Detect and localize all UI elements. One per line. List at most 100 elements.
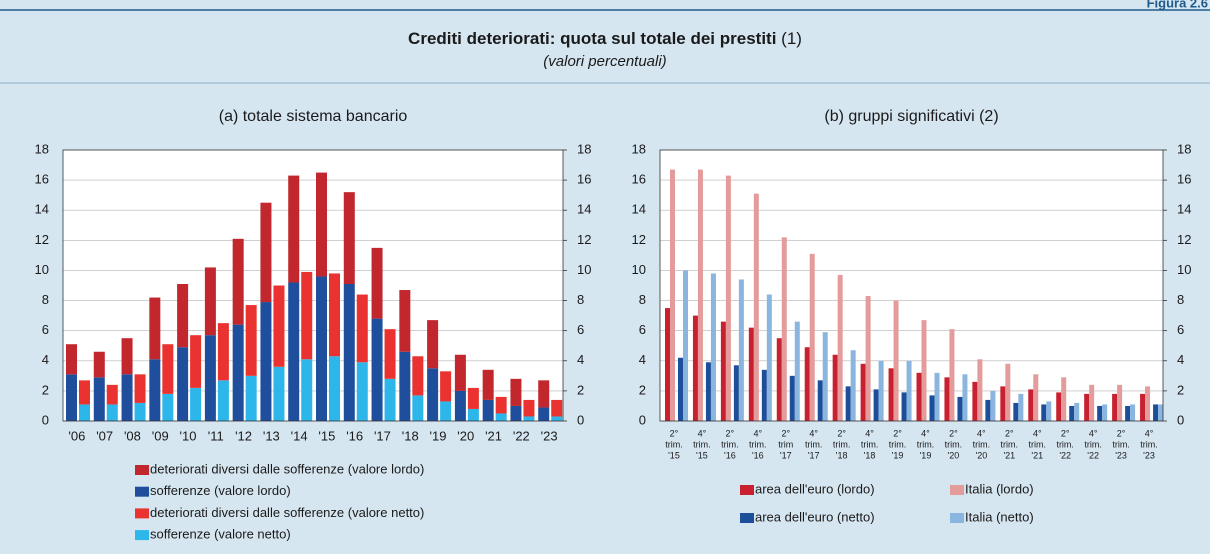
legend-label: sofferenze (valore lordo)	[150, 483, 291, 498]
legend-label: Italia (netto)	[965, 509, 1034, 524]
bar-segment	[343, 283, 355, 421]
x-tick-label: '22	[1059, 450, 1071, 460]
bar-segment	[149, 359, 161, 421]
x-tick-label: 4°	[977, 428, 986, 438]
x-tick-label: '19	[920, 450, 932, 460]
bar	[1097, 405, 1103, 421]
x-tick-label: trim.	[749, 439, 767, 449]
y-tick-label: 12	[632, 232, 646, 247]
bar	[683, 270, 688, 421]
bar	[944, 377, 950, 421]
bar	[934, 372, 940, 421]
bar	[957, 396, 963, 421]
x-tick-label: trim.	[889, 439, 907, 449]
bar-segment	[399, 351, 411, 421]
x-tick-label: '08	[124, 428, 141, 443]
bar-segment	[121, 374, 133, 421]
x-tick-label: '16	[724, 450, 736, 460]
x-tick-label: '22	[513, 428, 530, 443]
bar-segment	[371, 247, 383, 319]
bar	[962, 374, 968, 421]
y2-tick-label: 12	[1177, 232, 1191, 247]
x-tick-label: '18	[836, 450, 848, 460]
bar-segment	[329, 356, 340, 421]
bar-segment	[371, 318, 383, 421]
bar	[906, 360, 912, 421]
bar	[893, 300, 899, 421]
bar-segment	[106, 404, 118, 421]
x-tick-label: '19	[430, 428, 447, 443]
bar-segment	[177, 283, 189, 348]
y-tick-label: 16	[632, 172, 646, 187]
x-tick-label: trim.	[945, 439, 963, 449]
y-tick-label: 14	[632, 202, 646, 217]
bar-segment	[495, 396, 507, 414]
bar-segment	[440, 371, 452, 402]
bar	[705, 362, 711, 421]
bar	[901, 392, 907, 421]
bar	[990, 390, 996, 421]
x-tick-label: '09	[152, 428, 169, 443]
bar-segment	[427, 320, 439, 369]
bar-segment	[245, 305, 257, 376]
bar	[697, 169, 703, 421]
bar-segment	[412, 395, 424, 421]
bar-segment	[190, 335, 202, 388]
bar	[1084, 393, 1090, 421]
bar	[822, 332, 828, 421]
bar-segment	[301, 359, 313, 421]
bar-segment	[66, 374, 77, 421]
bar	[837, 274, 843, 421]
bar-segment	[316, 276, 327, 421]
bar-segment	[467, 387, 479, 409]
bar	[1102, 404, 1108, 421]
x-tick-label: '19	[892, 450, 904, 460]
bar-segment	[149, 297, 161, 360]
y-tick-label: 14	[35, 202, 49, 217]
legend-label: deteriorati diversi dalle sofferenze (va…	[150, 505, 424, 520]
figure-number: Figura 2.6	[1147, 0, 1208, 10]
x-tick-label: '16	[346, 428, 363, 443]
bar	[832, 354, 838, 421]
bar	[1125, 405, 1131, 421]
bar-segment	[356, 294, 368, 363]
y2-tick-label: 2	[1177, 382, 1184, 397]
bar-segment	[217, 323, 229, 381]
bar-segment	[482, 369, 494, 400]
y2-tick-label: 12	[577, 232, 591, 247]
y2-tick-label: 2	[577, 382, 584, 397]
x-tick-label: trim.	[1140, 439, 1158, 449]
y2-tick-label: 4	[1177, 352, 1184, 367]
bar	[665, 308, 670, 421]
y2-tick-label: 8	[1177, 292, 1184, 307]
bar	[1074, 402, 1080, 421]
bar	[776, 338, 782, 421]
bar	[878, 360, 884, 421]
plot-frame	[659, 149, 1164, 422]
y-tick-label: 8	[42, 292, 49, 307]
legend-swatch	[135, 530, 149, 541]
x-tick-label: 4°	[921, 428, 930, 438]
y2-tick-label: 10	[1177, 262, 1191, 277]
x-tick-label: 2°	[949, 428, 958, 438]
x-tick-label: '20	[948, 450, 960, 460]
x-tick-label: trim.	[1056, 439, 1074, 449]
x-tick-label: '18	[864, 450, 876, 460]
bar	[794, 321, 800, 421]
bar	[1018, 393, 1024, 421]
bar	[977, 359, 983, 421]
x-tick-label: '15	[696, 450, 708, 460]
x-tick-label: '22	[1087, 450, 1099, 460]
bar	[1153, 404, 1159, 421]
x-tick-label: '20	[975, 450, 987, 460]
bar-segment	[260, 302, 272, 421]
x-tick-label: 2°	[893, 428, 902, 438]
x-tick-label: '10	[180, 428, 197, 443]
x-tick-label: '23	[541, 428, 558, 443]
bar	[1130, 404, 1136, 421]
bar	[1145, 386, 1151, 421]
x-tick-label: '20	[457, 428, 474, 443]
x-tick-label: 4°	[1089, 428, 1098, 438]
x-tick-label: '21	[485, 428, 502, 443]
bar-segment	[454, 390, 466, 421]
